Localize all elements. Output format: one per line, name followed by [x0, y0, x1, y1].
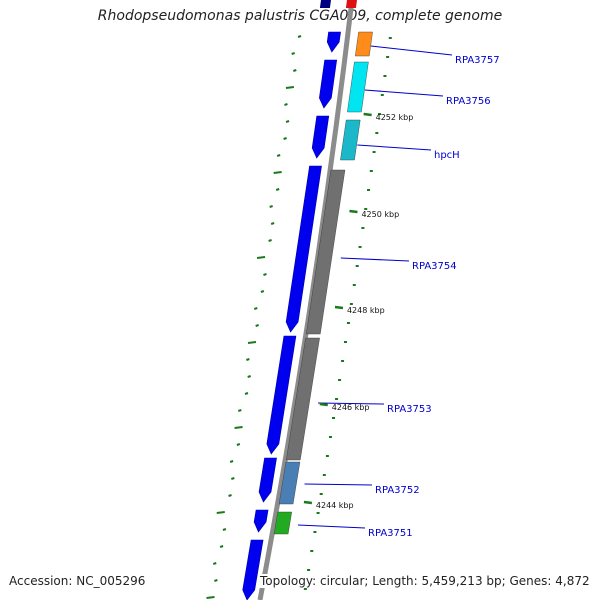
inner-minor-tick	[246, 358, 250, 361]
gene-label-hpch: hpcH	[434, 150, 460, 161]
forward-gene-arrow	[319, 59, 338, 109]
inner-minor-tick	[247, 375, 252, 378]
outer-major-tick	[363, 112, 372, 117]
inner-major-tick	[256, 256, 266, 259]
gene-leader-rpa3756	[364, 89, 444, 97]
inner-minor-tick	[253, 307, 258, 310]
inner-minor-tick	[228, 494, 232, 497]
forward-gene-arrow	[258, 457, 277, 503]
inner-minor-tick	[285, 120, 290, 123]
gene-block-rpa3752	[278, 461, 301, 505]
outer-major-tick	[319, 402, 328, 407]
kbp-label: 4252 kbp	[376, 113, 414, 122]
inner-minor-tick	[255, 324, 259, 327]
inner-minor-tick	[214, 579, 218, 582]
inner-major-tick	[206, 596, 215, 599]
inner-minor-tick	[219, 545, 224, 548]
gene-block-hpch	[340, 119, 361, 161]
gene-leader-rpa3757	[370, 45, 453, 56]
inner-minor-tick	[269, 205, 273, 208]
forward-gene-arrow	[242, 539, 264, 600]
forward-gene-arrow	[311, 115, 330, 159]
inner-minor-tick	[236, 443, 241, 446]
gene-leader-rpa3751	[297, 524, 366, 529]
inner-minor-tick	[270, 222, 275, 225]
kbp-label: 4250 kbp	[361, 210, 399, 219]
inner-minor-tick	[244, 392, 249, 395]
genome-backbone	[257, 0, 355, 600]
inner-minor-tick	[229, 460, 234, 463]
kbp-label: 4244 kbp	[316, 501, 354, 510]
gene-block-rpa3753	[286, 337, 320, 461]
forward-gene-arrow	[285, 165, 322, 333]
kbp-label: 4246 kbp	[332, 403, 370, 412]
inner-minor-tick	[237, 409, 242, 412]
gene-label-rpa3751: RPA3751	[368, 528, 413, 539]
gene-block-rpa3757	[355, 31, 373, 57]
inner-minor-tick	[263, 273, 267, 276]
gene-block-rpa3756	[347, 61, 369, 113]
forward-gene-arrow	[253, 509, 269, 533]
inner-minor-tick	[292, 69, 297, 72]
outer-major-tick	[349, 209, 358, 214]
inner-minor-tick	[291, 52, 295, 55]
inner-major-tick	[273, 171, 282, 174]
inner-major-tick	[234, 426, 243, 429]
inner-minor-tick	[275, 188, 280, 191]
inner-minor-tick	[212, 562, 217, 565]
gene-leader-hpch	[357, 144, 432, 151]
gene-leader-rpa3752	[304, 483, 373, 486]
gene-label-rpa3757: RPA3757	[455, 55, 500, 66]
outer-major-tick	[334, 305, 344, 310]
partial-gene-top-navy	[319, 0, 331, 8]
gene-leader-rpa3754	[340, 257, 410, 262]
accession-text: Accession: NC_005296	[9, 574, 146, 588]
inner-minor-tick	[260, 290, 265, 293]
gene-label-rpa3754: RPA3754	[412, 261, 457, 272]
gene-block-rpa3751	[273, 511, 292, 535]
forward-gene-arrow	[266, 335, 297, 455]
outer-major-tick	[303, 500, 313, 505]
map-title: Rhodopseudomonas palustris CGA009, compl…	[97, 8, 503, 24]
inner-minor-tick	[231, 477, 235, 480]
gene-label-rpa3752: RPA3752	[375, 485, 420, 496]
inner-minor-tick	[284, 103, 288, 106]
inner-minor-tick	[268, 239, 272, 242]
gene-block-rpa3754	[306, 169, 346, 335]
inner-minor-tick	[283, 137, 287, 140]
topology-text: Topology: circular; Length: 5,459,213 bp…	[258, 574, 592, 588]
inner-minor-tick	[222, 528, 227, 531]
gene-leader-rpa3753	[318, 402, 385, 405]
kbp-label: 4248 kbp	[347, 306, 385, 315]
inner-major-tick	[216, 511, 225, 514]
gene-label-rpa3753: RPA3753	[387, 404, 432, 415]
inner-minor-tick	[297, 35, 302, 38]
inner-major-tick	[247, 341, 257, 344]
inner-minor-tick	[276, 154, 281, 157]
partial-gene-top-red	[345, 0, 357, 8]
gene-label-rpa3756: RPA3756	[446, 96, 491, 107]
forward-gene-arrow	[326, 31, 341, 53]
inner-major-tick	[285, 86, 295, 89]
